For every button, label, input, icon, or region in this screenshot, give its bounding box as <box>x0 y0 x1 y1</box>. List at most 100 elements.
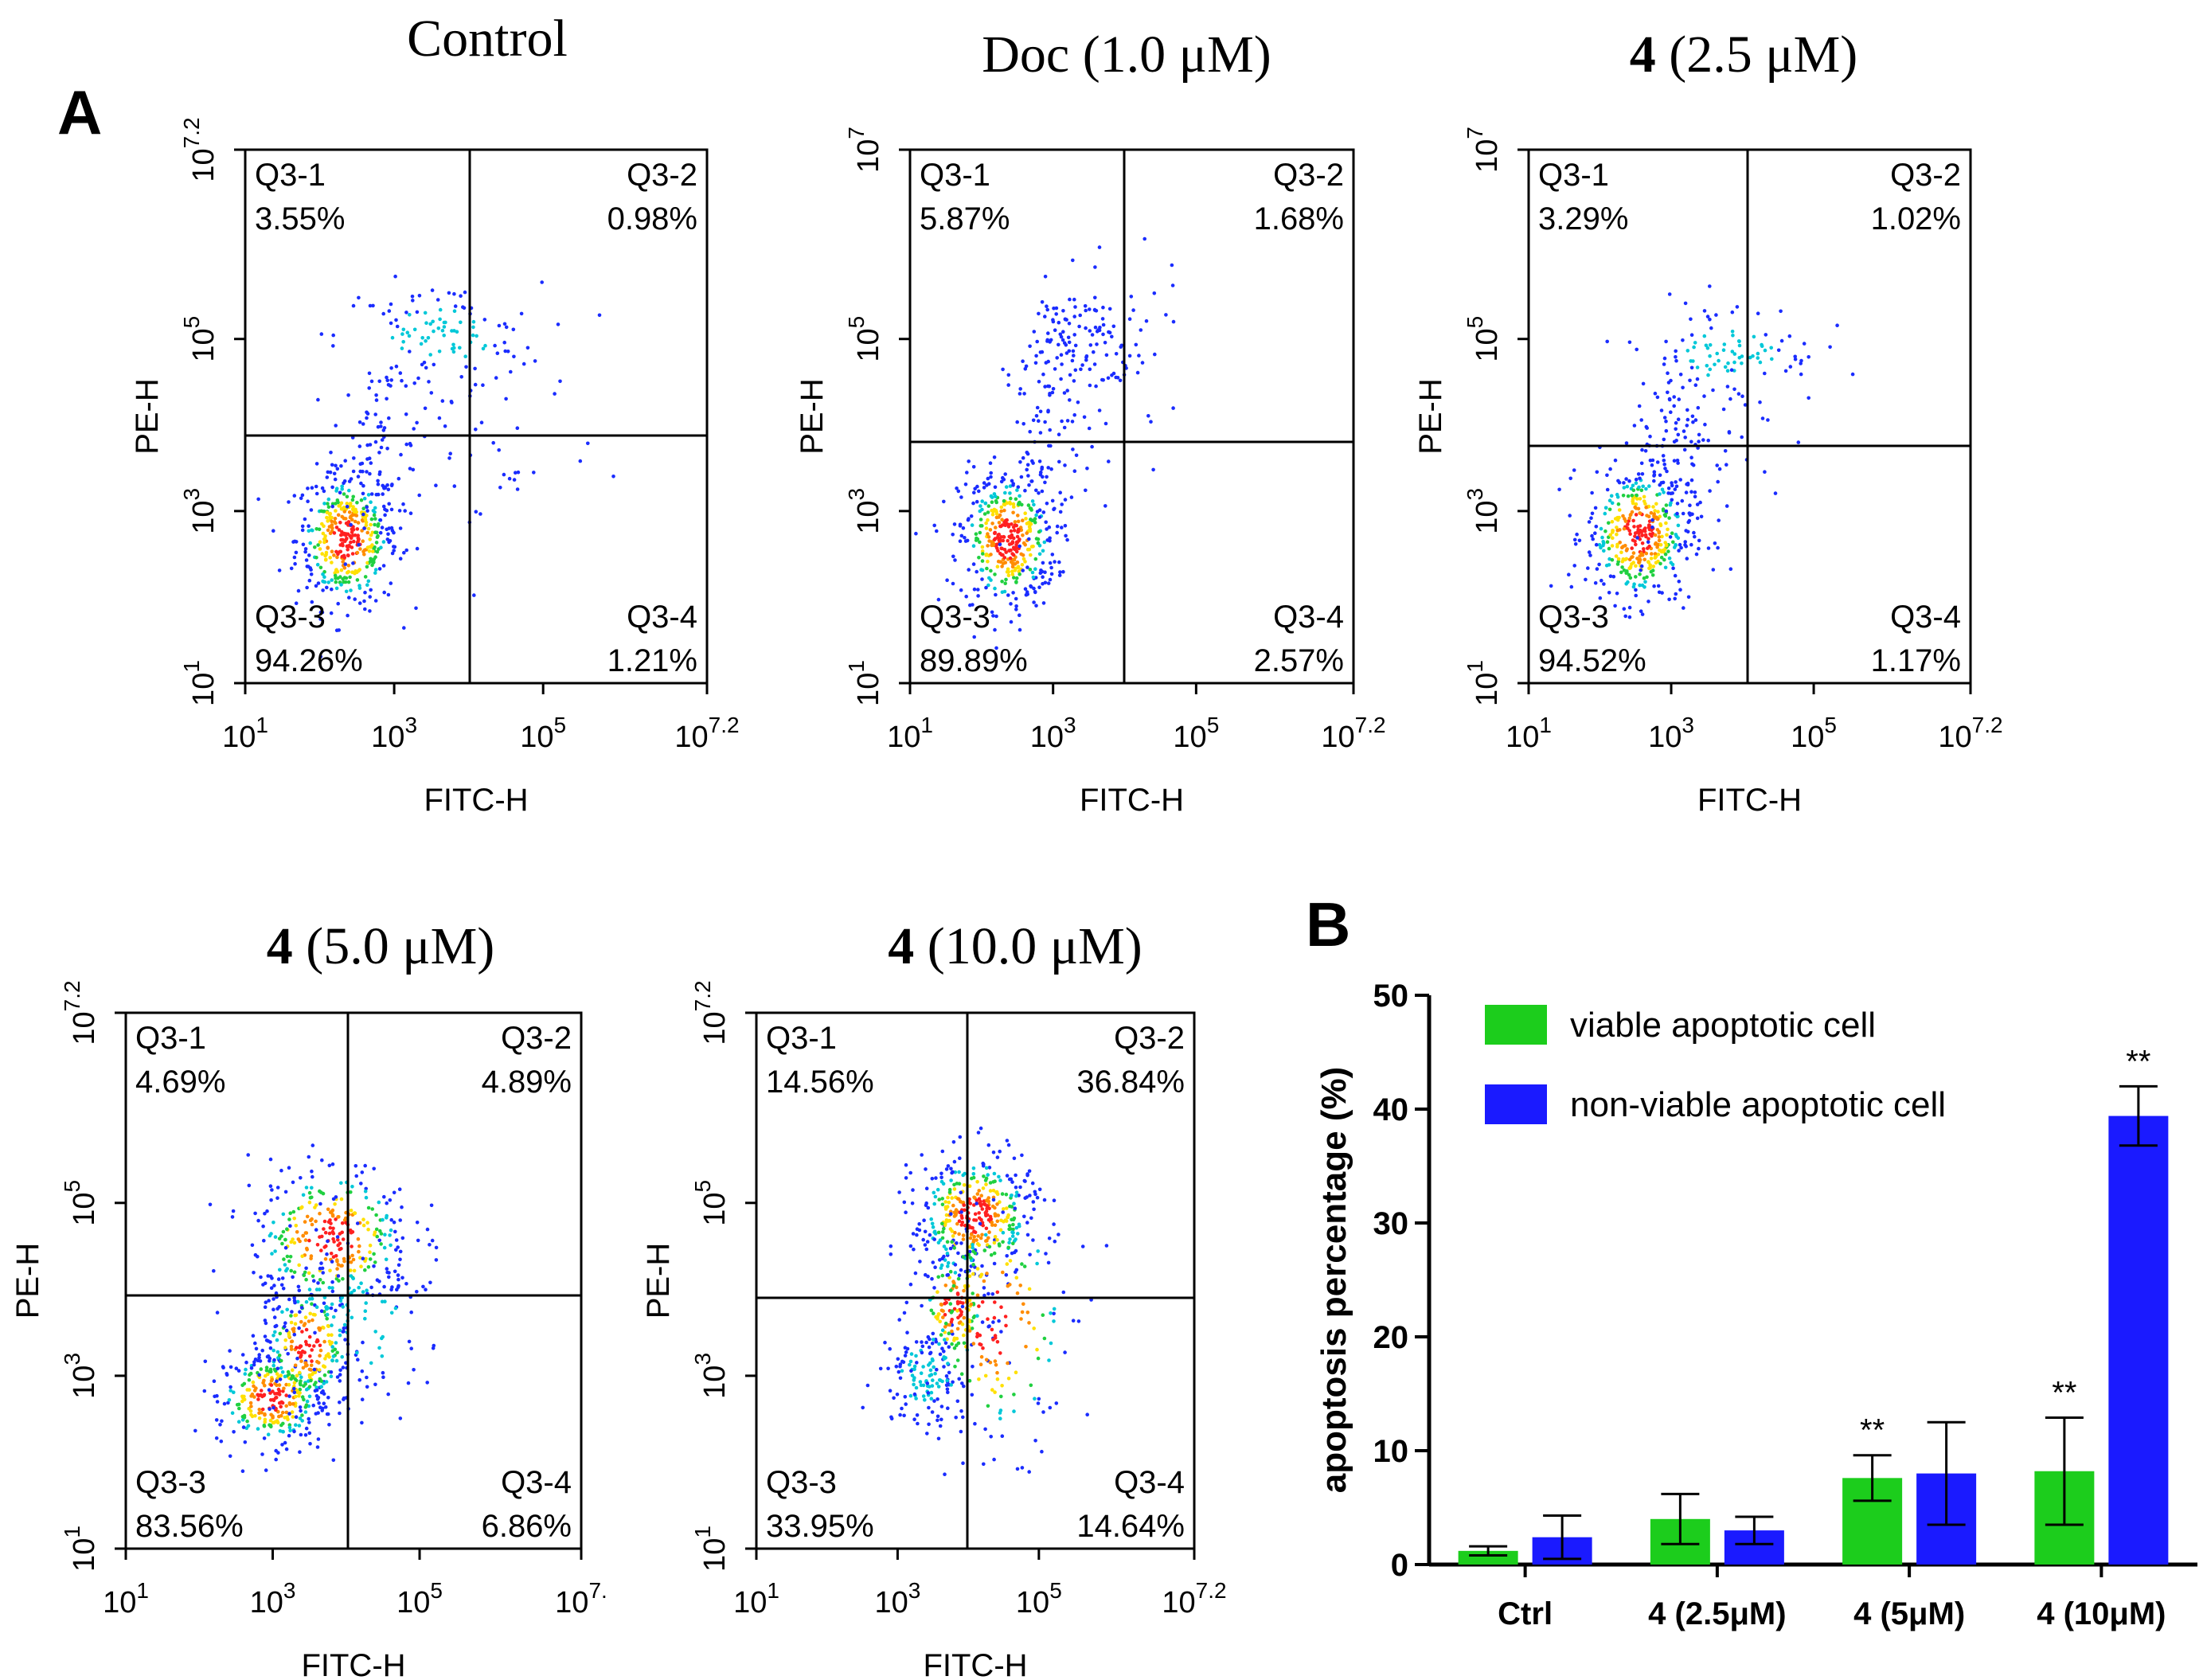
event-dot <box>997 1174 1001 1179</box>
event-dot <box>1711 568 1716 572</box>
quadrant-name: Q3-3 <box>255 600 326 635</box>
event-dot <box>251 1380 256 1385</box>
event-dot <box>925 1381 930 1385</box>
event-dot <box>1003 472 1007 476</box>
event-dot <box>991 541 996 546</box>
event-dot <box>991 614 995 618</box>
event-dot <box>1611 536 1615 540</box>
event-dot <box>1673 596 1677 601</box>
event-dot <box>240 1415 245 1419</box>
event-dot <box>950 1342 954 1346</box>
event-dot <box>1170 283 1175 287</box>
event-dot <box>1695 365 1700 369</box>
event-dot <box>943 1356 947 1360</box>
event-dot <box>909 1369 913 1373</box>
event-dot <box>260 1348 265 1353</box>
event-dot <box>1021 568 1025 572</box>
event-dot <box>1688 378 1692 383</box>
event-dot <box>326 580 331 584</box>
event-dot <box>1022 1214 1026 1219</box>
event-dot <box>960 1304 965 1309</box>
event-dot <box>303 1231 308 1235</box>
event-dot <box>994 525 998 529</box>
event-dot <box>1034 488 1038 493</box>
event-dot <box>1630 546 1634 550</box>
event-dot <box>929 1397 934 1401</box>
event-dot <box>1010 479 1014 483</box>
event-dot <box>1092 362 1097 366</box>
event-dot <box>982 486 986 490</box>
event-dot <box>1033 1397 1037 1401</box>
event-dot <box>325 585 329 590</box>
event-dot <box>1045 304 1049 309</box>
event-dot <box>1020 563 1025 567</box>
event-dot <box>949 1311 954 1315</box>
event-dot <box>374 1213 378 1217</box>
event-dot <box>971 1249 975 1253</box>
tick-base: 10 <box>852 673 885 706</box>
event-dot <box>939 1263 944 1268</box>
event-dot <box>1704 343 1709 348</box>
event-dot <box>1661 454 1666 458</box>
event-dot <box>1627 340 1632 345</box>
event-dot <box>1012 1409 1016 1413</box>
event-dot <box>512 354 516 359</box>
event-dot <box>978 1236 983 1240</box>
event-dot <box>1620 559 1625 564</box>
event-dot <box>334 1358 339 1363</box>
event-dot <box>318 1278 322 1282</box>
bar-category-label: 4 (10μM) <box>2037 1596 2166 1631</box>
event-dot <box>257 1408 262 1412</box>
event-dot <box>1057 573 1062 577</box>
event-dot <box>257 1353 262 1357</box>
event-dot <box>305 585 309 590</box>
event-dot <box>1723 365 1728 369</box>
event-dot <box>1752 334 1756 339</box>
event-dot <box>1052 307 1056 311</box>
event-dot <box>372 1233 377 1237</box>
event-dot <box>1627 605 1632 610</box>
event-dot <box>1022 1178 1027 1183</box>
event-dot <box>908 1393 913 1398</box>
event-dot <box>336 552 340 557</box>
event-dot <box>1627 572 1631 577</box>
event-dot <box>914 1340 919 1344</box>
y-tick-label: 103 <box>844 488 885 534</box>
event-dot <box>955 486 959 490</box>
event-dot <box>972 635 976 639</box>
event-dot <box>244 1367 248 1372</box>
event-dot <box>1658 523 1663 528</box>
event-dot <box>408 467 412 471</box>
event-dot <box>993 1205 997 1210</box>
event-dot <box>1615 542 1619 547</box>
event-dot <box>281 1212 286 1217</box>
event-dot <box>318 1405 322 1409</box>
event-dot <box>1029 479 1034 483</box>
event-dot <box>1639 568 1642 572</box>
event-dot <box>1057 459 1061 464</box>
event-dot <box>1058 332 1063 337</box>
event-dot <box>381 564 386 568</box>
event-dot <box>1657 531 1661 535</box>
event-dot <box>963 483 968 486</box>
event-dot <box>993 1390 997 1394</box>
quadrant-percent: 1.21% <box>607 643 697 678</box>
event-dot <box>347 488 351 493</box>
tick-base: 10 <box>187 673 221 706</box>
event-dot <box>349 477 353 481</box>
event-dot <box>355 527 360 531</box>
x-axis-label: FITC-H <box>923 1648 1027 1680</box>
event-dot <box>931 1378 935 1382</box>
event-dot <box>373 1260 377 1264</box>
event-dot <box>503 349 507 354</box>
event-dot <box>1010 572 1015 576</box>
event-dot <box>335 1235 340 1239</box>
event-dot <box>947 1323 951 1327</box>
event-dot <box>1013 1206 1018 1210</box>
event-dot <box>493 343 497 348</box>
event-dot <box>993 1223 998 1228</box>
event-dot <box>360 1170 365 1174</box>
event-dot <box>978 530 982 535</box>
event-dot <box>340 487 345 491</box>
